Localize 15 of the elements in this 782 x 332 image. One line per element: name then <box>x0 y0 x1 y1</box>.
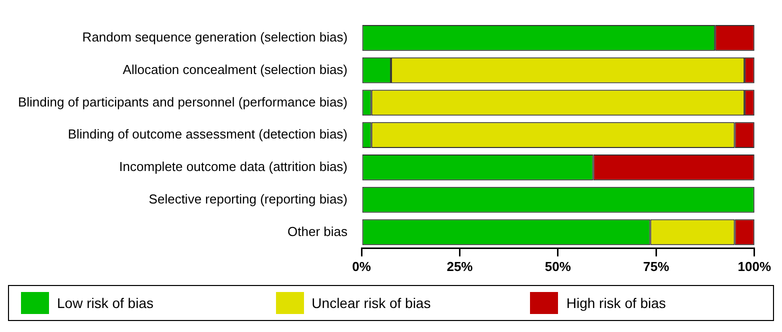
legend-label: High risk of bias <box>566 295 666 311</box>
x-tick-label: 0% <box>352 258 372 274</box>
x-tick-label: 75% <box>643 258 670 274</box>
y-tick-label: Other bias <box>288 224 348 239</box>
y-tick-label: Selective reporting (reporting bias) <box>148 191 348 206</box>
y-tick-label: Blinding of outcome assessment (detection bias) <box>68 126 348 142</box>
x-tick-label: 100% <box>738 258 772 274</box>
legend-label: Unclear risk of bias <box>312 295 431 311</box>
y-tick-label: Random sequence generation (selection bias) <box>82 30 348 45</box>
x-tick-label: 25% <box>446 258 474 274</box>
legend-label: Low risk of bias <box>57 295 154 311</box>
y-tick-label: Allocation concealment (selection bias) <box>122 62 348 77</box>
x-tick-label: 50% <box>544 258 572 274</box>
y-tick-label: Incomplete outcome data (attrition bias) <box>119 159 348 174</box>
y-tick-label: Blinding of participants and personnel (performance bias) <box>18 94 348 110</box>
